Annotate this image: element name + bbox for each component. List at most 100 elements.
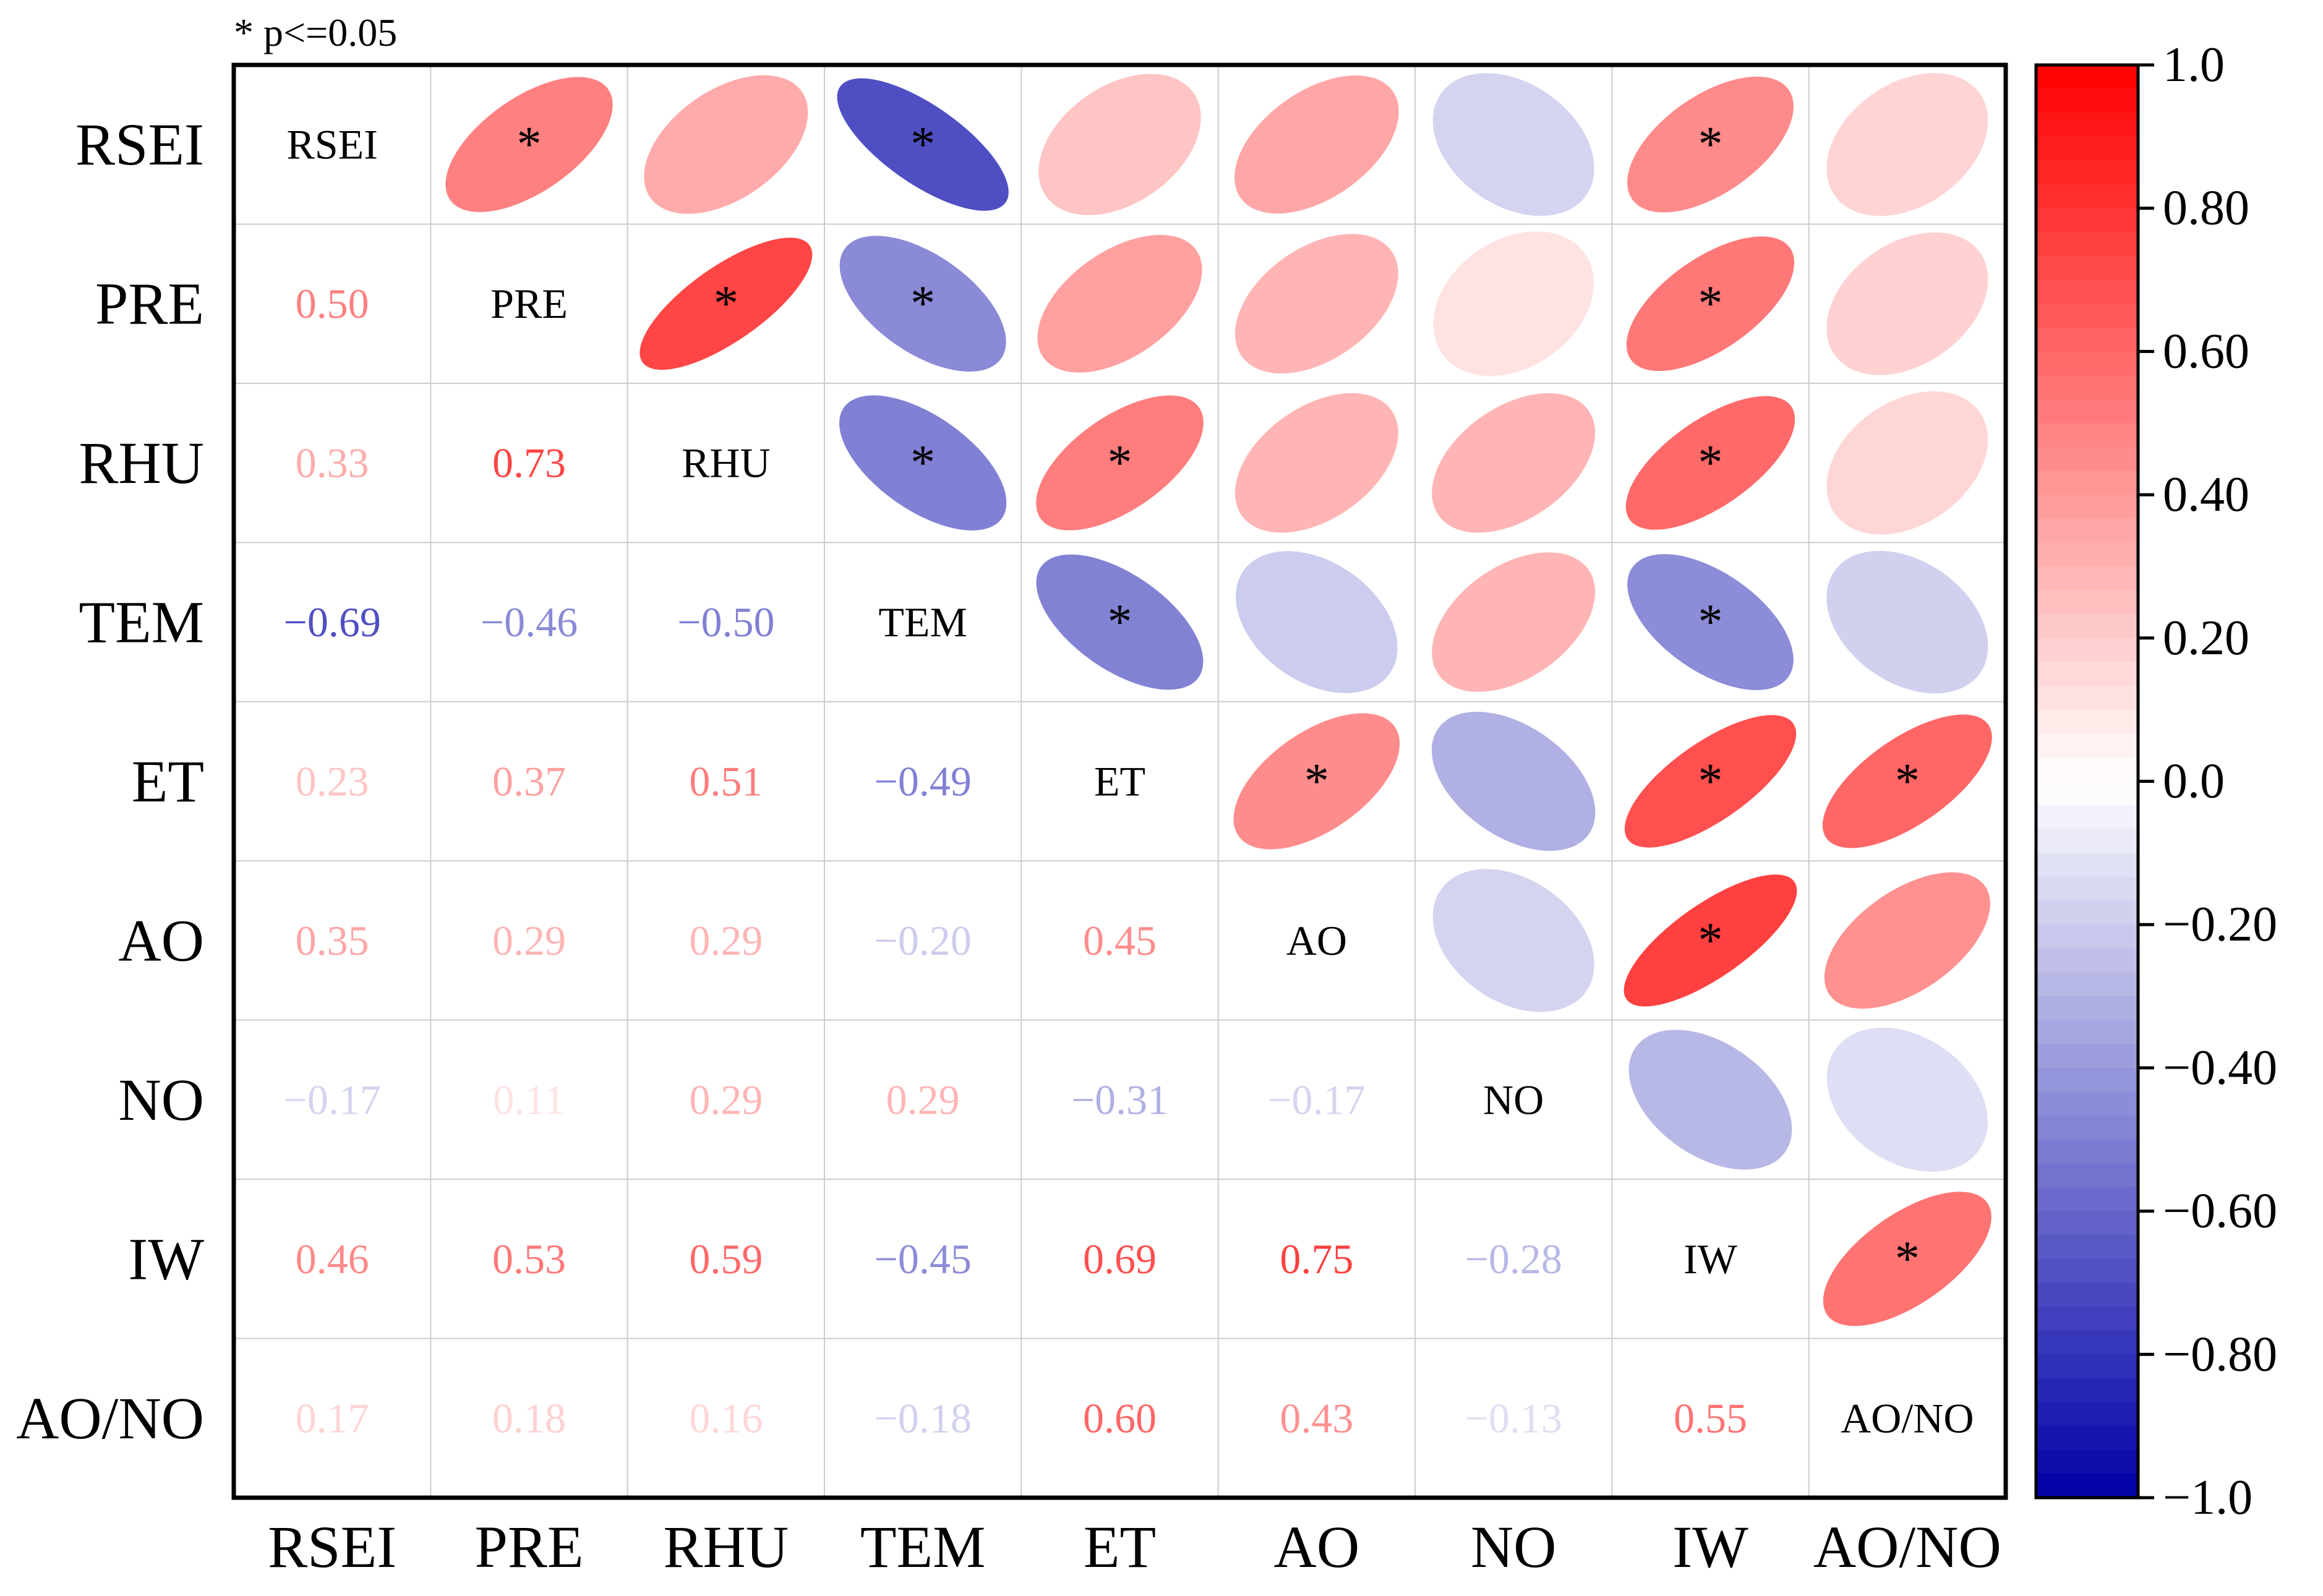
y-axis-label-rsei: RSEI	[75, 111, 204, 177]
ellipse-pre-rhu	[640, 237, 813, 370]
colorbar-segment	[2036, 113, 2138, 137]
significance-star: *	[517, 117, 542, 172]
colorbar-segment	[2036, 900, 2138, 926]
x-axis-label-ao-no: AO/NO	[1813, 1514, 2001, 1580]
ellipse-tem-no	[1432, 552, 1596, 692]
significance-star: *	[1698, 913, 1723, 968]
colorbar-segment	[2036, 1211, 2138, 1236]
ellipse-rsei-rhu	[644, 75, 808, 214]
coefficient-ao-pre: 0.29	[492, 917, 566, 964]
ellipse-ao-ao-no	[1824, 872, 1990, 1009]
colorbar-tick-label: 0.40	[2163, 467, 2249, 522]
colorbar-segment	[2036, 1402, 2138, 1427]
x-axis-label-ao: AO	[1274, 1514, 1360, 1580]
coefficient-no-rsei: −0.17	[283, 1076, 380, 1123]
colorbar-segment	[2036, 948, 2138, 973]
colorbar-segment	[2036, 1378, 2138, 1403]
coefficient-ao-no-ao: 0.43	[1280, 1394, 1353, 1441]
coefficient-ao-no-no: −0.13	[1465, 1394, 1562, 1441]
ellipse-rhu-et	[1036, 395, 1204, 531]
y-axis-label-ao-no: AO/NO	[16, 1385, 204, 1451]
coefficient-iw-ao: 0.75	[1280, 1235, 1353, 1282]
colorbar-segment	[2036, 327, 2138, 352]
colorbar-segment	[2036, 1449, 2138, 1475]
ellipse-et-no	[1431, 712, 1596, 851]
coefficient-pre-rsei: 0.50	[296, 280, 369, 327]
coefficient-ao-rhu: 0.29	[689, 917, 763, 964]
x-axis-label-pre: PRE	[474, 1514, 583, 1580]
colorbar-segment	[2036, 1282, 2138, 1308]
colorbar-segment	[2036, 304, 2138, 328]
colorbar-segment	[2036, 805, 2138, 830]
ellipse-rsei-no	[1432, 73, 1594, 216]
x-axis-label-iw: IW	[1672, 1514, 1748, 1580]
coefficient-ao-tem: −0.20	[874, 917, 971, 964]
colorbar-tick-label: 0.20	[2163, 611, 2249, 665]
colorbar-segment	[2036, 1091, 2138, 1117]
diagonal-label-rsei: RSEI	[286, 121, 377, 168]
ellipse-rsei-ao	[1234, 75, 1399, 214]
colorbar-segment	[2036, 471, 2138, 496]
coefficient-no-tem: 0.29	[886, 1076, 960, 1123]
colorbar-tick-label: 0.60	[2163, 324, 2249, 378]
coefficient-tem-rsei: −0.69	[283, 599, 380, 646]
colorbar-segment	[2036, 65, 2138, 90]
diagonal-label-no: NO	[1483, 1076, 1544, 1123]
coefficient-ao-rsei: 0.35	[296, 917, 369, 964]
colorbar-segment	[2036, 1258, 2138, 1284]
significance-note: * p<=0.05	[234, 11, 397, 54]
diagonal-label-tem: TEM	[878, 599, 967, 646]
diagonal-label-rhu: RHU	[682, 440, 771, 487]
ellipse-rsei-ao-no	[1826, 73, 1988, 216]
ellipse-no-iw	[1628, 1030, 1792, 1170]
coefficient-iw-et: 0.69	[1083, 1235, 1157, 1282]
ellipse-et-ao	[1233, 713, 1400, 850]
y-axis-label-et: ET	[132, 748, 204, 814]
coefficient-ao-no-pre: 0.18	[492, 1394, 566, 1441]
x-axis-label-tem: TEM	[860, 1514, 986, 1580]
colorbar-tick-label: 0.0	[2163, 754, 2225, 809]
colorbar-tick-label: −0.40	[2163, 1041, 2277, 1095]
coefficient-no-et: −0.31	[1071, 1076, 1168, 1123]
colorbar-segment	[2036, 351, 2138, 377]
x-axis-label-no: NO	[1471, 1514, 1557, 1580]
ellipse-rhu-ao-no	[1826, 391, 1988, 535]
colorbar-segment	[2036, 924, 2138, 949]
colorbar-segment	[2036, 1474, 2138, 1498]
ellipse-tem-ao	[1236, 551, 1398, 693]
coefficient-et-pre: 0.37	[492, 758, 566, 805]
coefficient-tem-pre: −0.46	[481, 599, 578, 646]
y-axis-label-iw: IW	[128, 1226, 204, 1292]
significance-star: *	[1698, 276, 1723, 331]
significance-star: *	[910, 436, 935, 490]
ellipse-rsei-et	[1038, 74, 1201, 215]
colorbar-segment	[2036, 423, 2138, 448]
colorbar-segment	[2036, 184, 2138, 209]
colorbar-tick-label: −1.0	[2163, 1470, 2252, 1525]
coefficient-iw-pre: 0.53	[492, 1235, 566, 1282]
ellipse-et-ao-no	[1822, 714, 1992, 848]
colorbar-segment	[2036, 136, 2138, 161]
coefficient-ao-no-rsei: 0.17	[296, 1394, 369, 1441]
coefficient-tem-rhu: −0.50	[677, 599, 774, 646]
colorbar-tick-label: −0.20	[2163, 897, 2277, 952]
ellipse-pre-et	[1037, 234, 1202, 373]
colorbar-segment	[2036, 638, 2138, 663]
significance-star: *	[1698, 117, 1723, 172]
significance-star: *	[1698, 436, 1723, 490]
y-axis-label-ao: AO	[118, 907, 204, 973]
colorbar-segment	[2036, 1426, 2138, 1451]
coefficient-et-rsei: 0.23	[296, 758, 369, 805]
ellipse-rhu-ao	[1234, 393, 1398, 533]
coefficient-ao-no-rhu: 0.16	[689, 1394, 763, 1441]
significance-star: *	[1698, 595, 1723, 649]
colorbar-segment	[2036, 996, 2138, 1021]
colorbar-segment	[2036, 781, 2138, 806]
diagonal-label-pre: PRE	[490, 280, 568, 327]
ellipse-ao-iw	[1624, 874, 1797, 1007]
axis-labels: RSEI RSEI PRE PRE RHU RHU TEM TEM ET ET AO AO NO NO IW…	[16, 111, 2001, 1580]
colorbar-segment	[2036, 590, 2138, 615]
diagonal-label-iw: IW	[1683, 1235, 1738, 1282]
significance-star: *	[1698, 754, 1723, 809]
ellipse-rsei-iw	[1627, 76, 1794, 213]
